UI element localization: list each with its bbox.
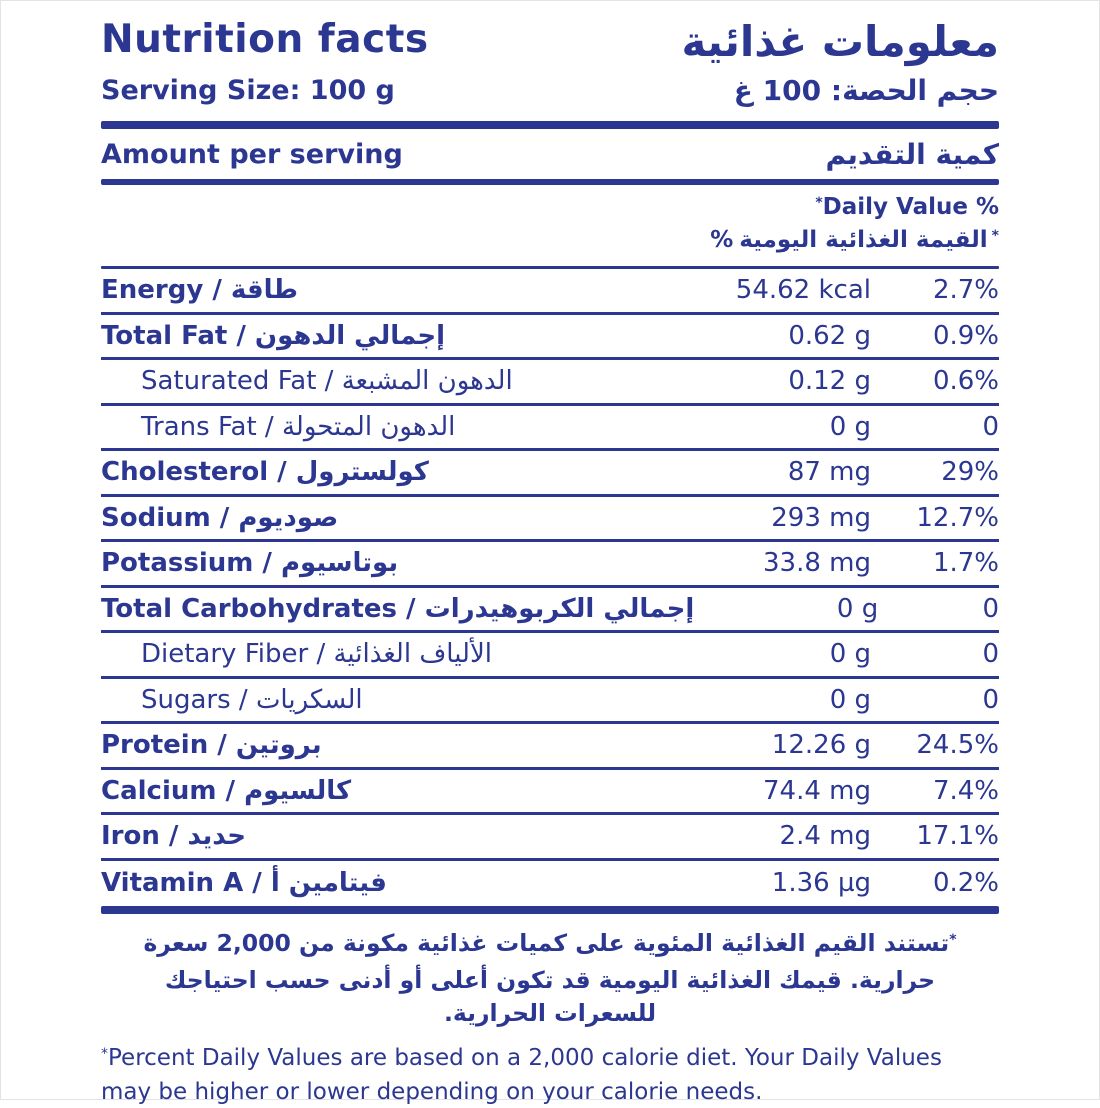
- row-label: Dietary Fiber / الألياف الغذائية: [141, 639, 493, 670]
- row-percent: 24.5%: [916, 730, 999, 761]
- table-row-cholesterol: Cholesterol / كولسترول 87 mg 29%: [101, 451, 999, 497]
- divider-thick-top: [101, 121, 999, 129]
- row-label: Total Fat / إجمالي الدهون: [101, 320, 446, 351]
- title-arabic: معلومات غذائية: [681, 17, 999, 66]
- row-amount: 0 g: [836, 593, 879, 624]
- title-english: Nutrition facts: [101, 17, 429, 62]
- row-percent: 0: [982, 639, 999, 670]
- row-percent: 0: [982, 593, 999, 624]
- row-label: Iron / حديد: [101, 821, 247, 852]
- serving-size-arabic: حجم الحصة: 100 غ: [733, 74, 999, 107]
- row-amount: 0.62 g: [788, 320, 871, 351]
- table-row-potassium: Potassium / بوتاسيوم 33.8 mg 1.7%: [101, 542, 999, 588]
- table-row-saturated-fat: Saturated Fat / الدهون المشبعة 0.12 g 0.…: [101, 360, 999, 406]
- row-amount: 0.12 g: [788, 366, 871, 397]
- row-percent: 0.2%: [932, 868, 999, 899]
- serving-size-english: Serving Size: 100 g: [101, 75, 395, 106]
- footnote-english-text: Percent Daily Values are based on a 2,00…: [101, 1045, 942, 1105]
- amount-per-serving-english: Amount per serving: [101, 139, 403, 170]
- row-amount: 0 g: [829, 639, 871, 670]
- table-row-dietary-fiber: Dietary Fiber / الألياف الغذائية 0 g 0: [101, 633, 999, 679]
- row-amount: 1.36 µg: [771, 868, 871, 899]
- row-amount: 54.62 kcal: [735, 275, 871, 306]
- row-label: Energy / طاقة: [101, 275, 298, 306]
- row-label: Total Carbohydrates / إجمالي الكربوهيدرا…: [101, 593, 695, 624]
- row-amount: 0 g: [829, 411, 871, 442]
- daily-value-english-text: Daily Value %: [822, 194, 999, 220]
- row-amount: 87 mg: [787, 457, 871, 488]
- row-label: Cholesterol / كولسترول: [101, 457, 429, 488]
- table-row-sugars: Sugars / السكريات 0 g 0: [101, 679, 999, 724]
- row-percent: 7.4%: [932, 775, 999, 806]
- row-amount: 2.4 mg: [779, 821, 871, 852]
- row-label: Protein / بروتين: [101, 730, 322, 761]
- divider-medium: [101, 179, 999, 185]
- row-amount: 74.4 mg: [763, 775, 871, 806]
- footnote-arabic-text: تستند القيم الغذائية المئوية على كميات غ…: [143, 929, 950, 1027]
- nutrient-table: Energy / طاقة 54.62 kcal 2.7% Total Fat …: [101, 269, 999, 914]
- amount-per-serving-arabic: كمية التقديم: [825, 138, 999, 171]
- row-label: Sodium / صوديوم: [101, 502, 339, 533]
- row-percent: 0: [982, 684, 999, 715]
- row-percent: 17.1%: [916, 821, 999, 852]
- amount-per-serving-row: Amount per serving كمية التقديم: [101, 129, 999, 179]
- row-label: Trans Fat / الدهون المتحولة: [141, 411, 456, 442]
- table-row-iron: Iron / حديد 2.4 mg 17.1%: [101, 815, 999, 861]
- asterisk-mark: *: [101, 1046, 108, 1062]
- row-amount: 33.8 mg: [763, 548, 871, 579]
- row-percent: 2.7%: [932, 275, 999, 306]
- percent-sign: %: [710, 227, 734, 253]
- title-row: Nutrition facts معلومات غذائية: [101, 17, 999, 66]
- row-percent: 29%: [941, 457, 999, 488]
- table-row-vitamin-a: Vitamin A / فيتامين أ 1.36 µg 0.2%: [101, 861, 999, 907]
- table-row-protein: Protein / بروتين 12.26 g 24.5%: [101, 724, 999, 770]
- table-row-calcium: Calcium / كالسيوم 74.4 mg 7.4%: [101, 770, 999, 815]
- asterisk-mark: *: [949, 932, 957, 948]
- row-percent: 0.9%: [932, 320, 999, 351]
- row-label: Calcium / كالسيوم: [101, 775, 352, 806]
- row-label: Vitamin A / فيتامين أ: [101, 868, 387, 899]
- asterisk-mark: *: [991, 228, 999, 244]
- table-row-total-fat: Total Fat / إجمالي الدهون 0.62 g 0.9%: [101, 315, 999, 360]
- divider-thick-bottom: [101, 906, 999, 914]
- daily-value-arabic-text: القيمة الغذائية اليومية: [739, 227, 988, 253]
- table-row-trans-fat: Trans Fat / الدهون المتحولة 0 g 0: [101, 406, 999, 451]
- row-label: Potassium / بوتاسيوم: [101, 548, 399, 579]
- row-amount: 12.26 g: [771, 730, 871, 761]
- serving-size-row: Serving Size: 100 g حجم الحصة: 100 غ: [101, 74, 999, 107]
- divider-thin: [101, 266, 999, 269]
- row-percent: 12.7%: [916, 502, 999, 533]
- daily-value-header: * Daily Value % % القيمة الغذائية اليومي…: [101, 185, 999, 266]
- row-label: Sugars / السكريات: [141, 684, 363, 715]
- row-percent: 1.7%: [932, 548, 999, 579]
- row-amount: 0 g: [829, 684, 871, 715]
- table-row-energy: Energy / طاقة 54.62 kcal 2.7%: [101, 269, 999, 315]
- footnote-arabic: *تستند القيم الغذائية المئوية على كميات …: [101, 927, 999, 1030]
- daily-value-header-arabic: % القيمة الغذائية اليومية *: [101, 225, 999, 258]
- daily-value-header-english: * Daily Value %: [101, 192, 999, 225]
- asterisk-mark: *: [815, 195, 823, 211]
- row-label: Saturated Fat / الدهون المشبعة: [141, 366, 513, 397]
- row-percent: 0: [982, 411, 999, 442]
- row-percent: 0.6%: [932, 366, 999, 397]
- row-amount: 293 mg: [771, 502, 871, 533]
- table-row-sodium: Sodium / صوديوم 293 mg 12.7%: [101, 497, 999, 542]
- table-row-total-carbohydrates: Total Carbohydrates / إجمالي الكربوهيدرا…: [101, 588, 999, 633]
- footnote-english: *Percent Daily Values are based on a 2,0…: [101, 1043, 999, 1108]
